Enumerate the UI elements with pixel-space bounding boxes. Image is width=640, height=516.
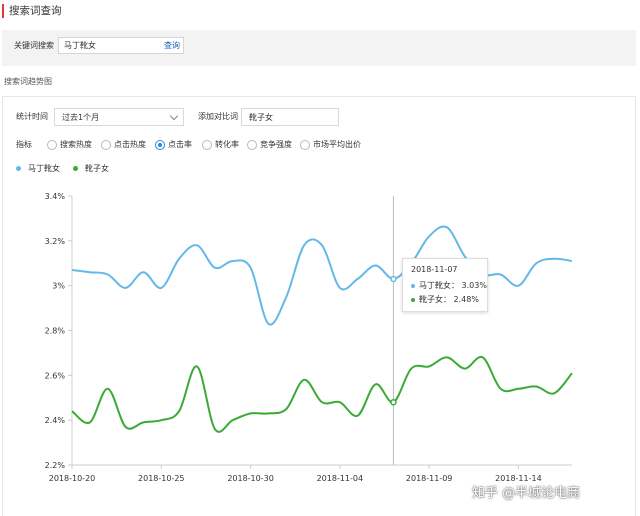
metric-option-search-heat[interactable]: 搜索热度: [60, 140, 92, 149]
time-select[interactable]: 过去1个月: [54, 108, 184, 126]
y-tick-label: 2.8%: [45, 327, 66, 336]
y-tick-label: 2.4%: [45, 416, 66, 425]
tooltip-line1: 马丁靴女： 3.03%: [419, 281, 487, 290]
legend-series2[interactable]: 靴子女: [85, 164, 109, 173]
chart-tooltip: 2018-11-07 马丁靴女： 3.03% 靴子女： 2.48%: [402, 258, 488, 312]
hover-point-series1: [390, 275, 397, 283]
tooltip-line2: 靴子女： 2.48%: [419, 295, 479, 304]
y-tick-label: 3.2%: [45, 237, 66, 246]
y-tick-label: 2.6%: [45, 371, 66, 380]
trend-panel: [2, 96, 636, 516]
x-tick-label: 2018-11-04: [317, 474, 364, 483]
series-line-1: [71, 225, 573, 326]
keyword-input[interactable]: 马丁靴女 查询: [58, 37, 184, 54]
hover-point-series2: [390, 398, 397, 406]
time-label: 统计时间: [16, 112, 48, 121]
compare-input-value: 靴子女: [249, 113, 273, 122]
y-tick-label: 3.4%: [45, 192, 66, 201]
tooltip-dot-series1: [411, 284, 415, 288]
metric-option-click-heat[interactable]: 点击热度: [114, 140, 146, 149]
keyword-value[interactable]: 马丁靴女: [64, 41, 96, 50]
metric-option-market-avg-bid[interactable]: 市场平均出价: [313, 140, 361, 149]
x-tick-label: 2018-10-20: [49, 474, 96, 483]
x-tick-label: 2018-10-30: [227, 474, 274, 483]
radio-conversion-rate[interactable]: [202, 140, 212, 150]
tooltip-dot-series2: [411, 298, 415, 302]
compare-label: 添加对比词: [198, 112, 238, 121]
metrics-label: 指标: [16, 140, 32, 149]
page-title: 搜索词查询: [2, 4, 62, 18]
legend-series1[interactable]: 马丁靴女: [28, 164, 60, 173]
radio-competition[interactable]: [247, 140, 257, 150]
query-button[interactable]: 查询: [164, 41, 180, 50]
metric-option-competition[interactable]: 竞争强度: [260, 140, 292, 149]
x-tick-label: 2018-11-09: [406, 474, 453, 483]
radio-click-rate[interactable]: [155, 140, 165, 150]
section-title: 搜索词趋势图: [4, 77, 52, 86]
legend-dot-series2: [73, 166, 78, 171]
metric-option-click-rate[interactable]: 点击率: [168, 140, 192, 149]
y-tick-label: 2.2%: [45, 461, 66, 470]
series-line-2: [71, 355, 573, 433]
x-tick-label: 2018-10-25: [138, 474, 185, 483]
tooltip-date: 2018-11-07: [411, 265, 458, 274]
y-tick-label: 3%: [52, 282, 65, 291]
watermark: 知乎 @半城论电商: [472, 486, 581, 501]
radio-click-heat[interactable]: [101, 140, 111, 150]
legend-dot-series1: [16, 166, 21, 171]
metric-option-conversion-rate[interactable]: 转化率: [215, 140, 239, 149]
time-select-value: 过去1个月: [62, 113, 100, 122]
x-tick-label: 2018-11-14: [495, 474, 542, 483]
keyword-label: 关键词搜索: [14, 41, 54, 50]
compare-input[interactable]: 靴子女: [241, 108, 339, 126]
radio-market-avg-bid[interactable]: [300, 140, 310, 150]
radio-search-heat[interactable]: [47, 140, 57, 150]
